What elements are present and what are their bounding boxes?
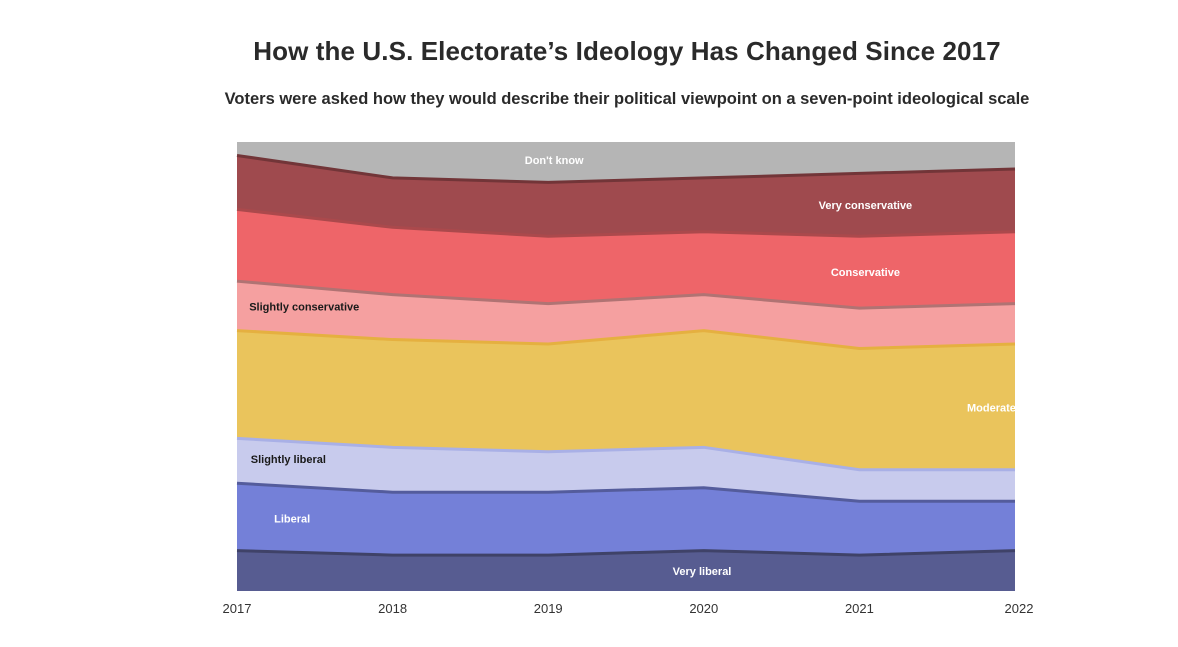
series-label-slightly-liberal: Slightly liberal xyxy=(251,454,326,466)
x-tick-label: 2022 xyxy=(1005,601,1034,616)
x-tick-label: 2018 xyxy=(378,601,407,616)
series-label-layer: Very liberal Liberal Slightly liberal Moder… xyxy=(249,155,1016,578)
series-label-don-t-know: Don't know xyxy=(525,155,584,167)
area-moderate xyxy=(237,330,1015,470)
boundary-line-moderate xyxy=(236,329,1016,351)
series-label-very-conservative: Very conservative xyxy=(819,200,913,212)
area-don-t-know xyxy=(237,142,1015,183)
x-axis: 2017 2018 2019 2020 2021 2022 xyxy=(223,601,1034,616)
boundary-line-slightly-liberal xyxy=(236,436,1015,472)
boundary-line-slightly-conservative xyxy=(236,279,1016,310)
area-layer xyxy=(237,142,1015,591)
series-label-very-liberal: Very liberal xyxy=(673,566,732,578)
series-label-conservative: Conservative xyxy=(831,267,900,279)
series-label-liberal: Liberal xyxy=(274,513,310,525)
boundary-line-very-liberal xyxy=(236,549,1016,557)
boundary-line-conservative xyxy=(236,207,1016,238)
boundary-line-liberal xyxy=(236,481,1015,503)
x-tick-label: 2021 xyxy=(845,601,874,616)
area-conservative xyxy=(237,209,1015,309)
x-tick-label: 2020 xyxy=(689,601,718,616)
boundary-line-very-conservative xyxy=(236,153,1016,184)
series-label-moderate: Moderate xyxy=(967,402,1016,414)
area-very-liberal xyxy=(237,550,1015,591)
chart-subtitle: Voters were asked how they would describ… xyxy=(224,90,1030,108)
area-slightly-liberal xyxy=(237,438,1015,502)
boundary-line-layer xyxy=(236,153,1016,557)
series-label-slightly-conservative: Slightly conservative xyxy=(249,301,359,313)
x-tick-label: 2019 xyxy=(534,601,563,616)
area-liberal xyxy=(237,483,1015,556)
x-tick-label: 2017 xyxy=(223,601,252,616)
chart-title: How the U.S. Electorate’s Ideology Has C… xyxy=(253,36,1001,66)
